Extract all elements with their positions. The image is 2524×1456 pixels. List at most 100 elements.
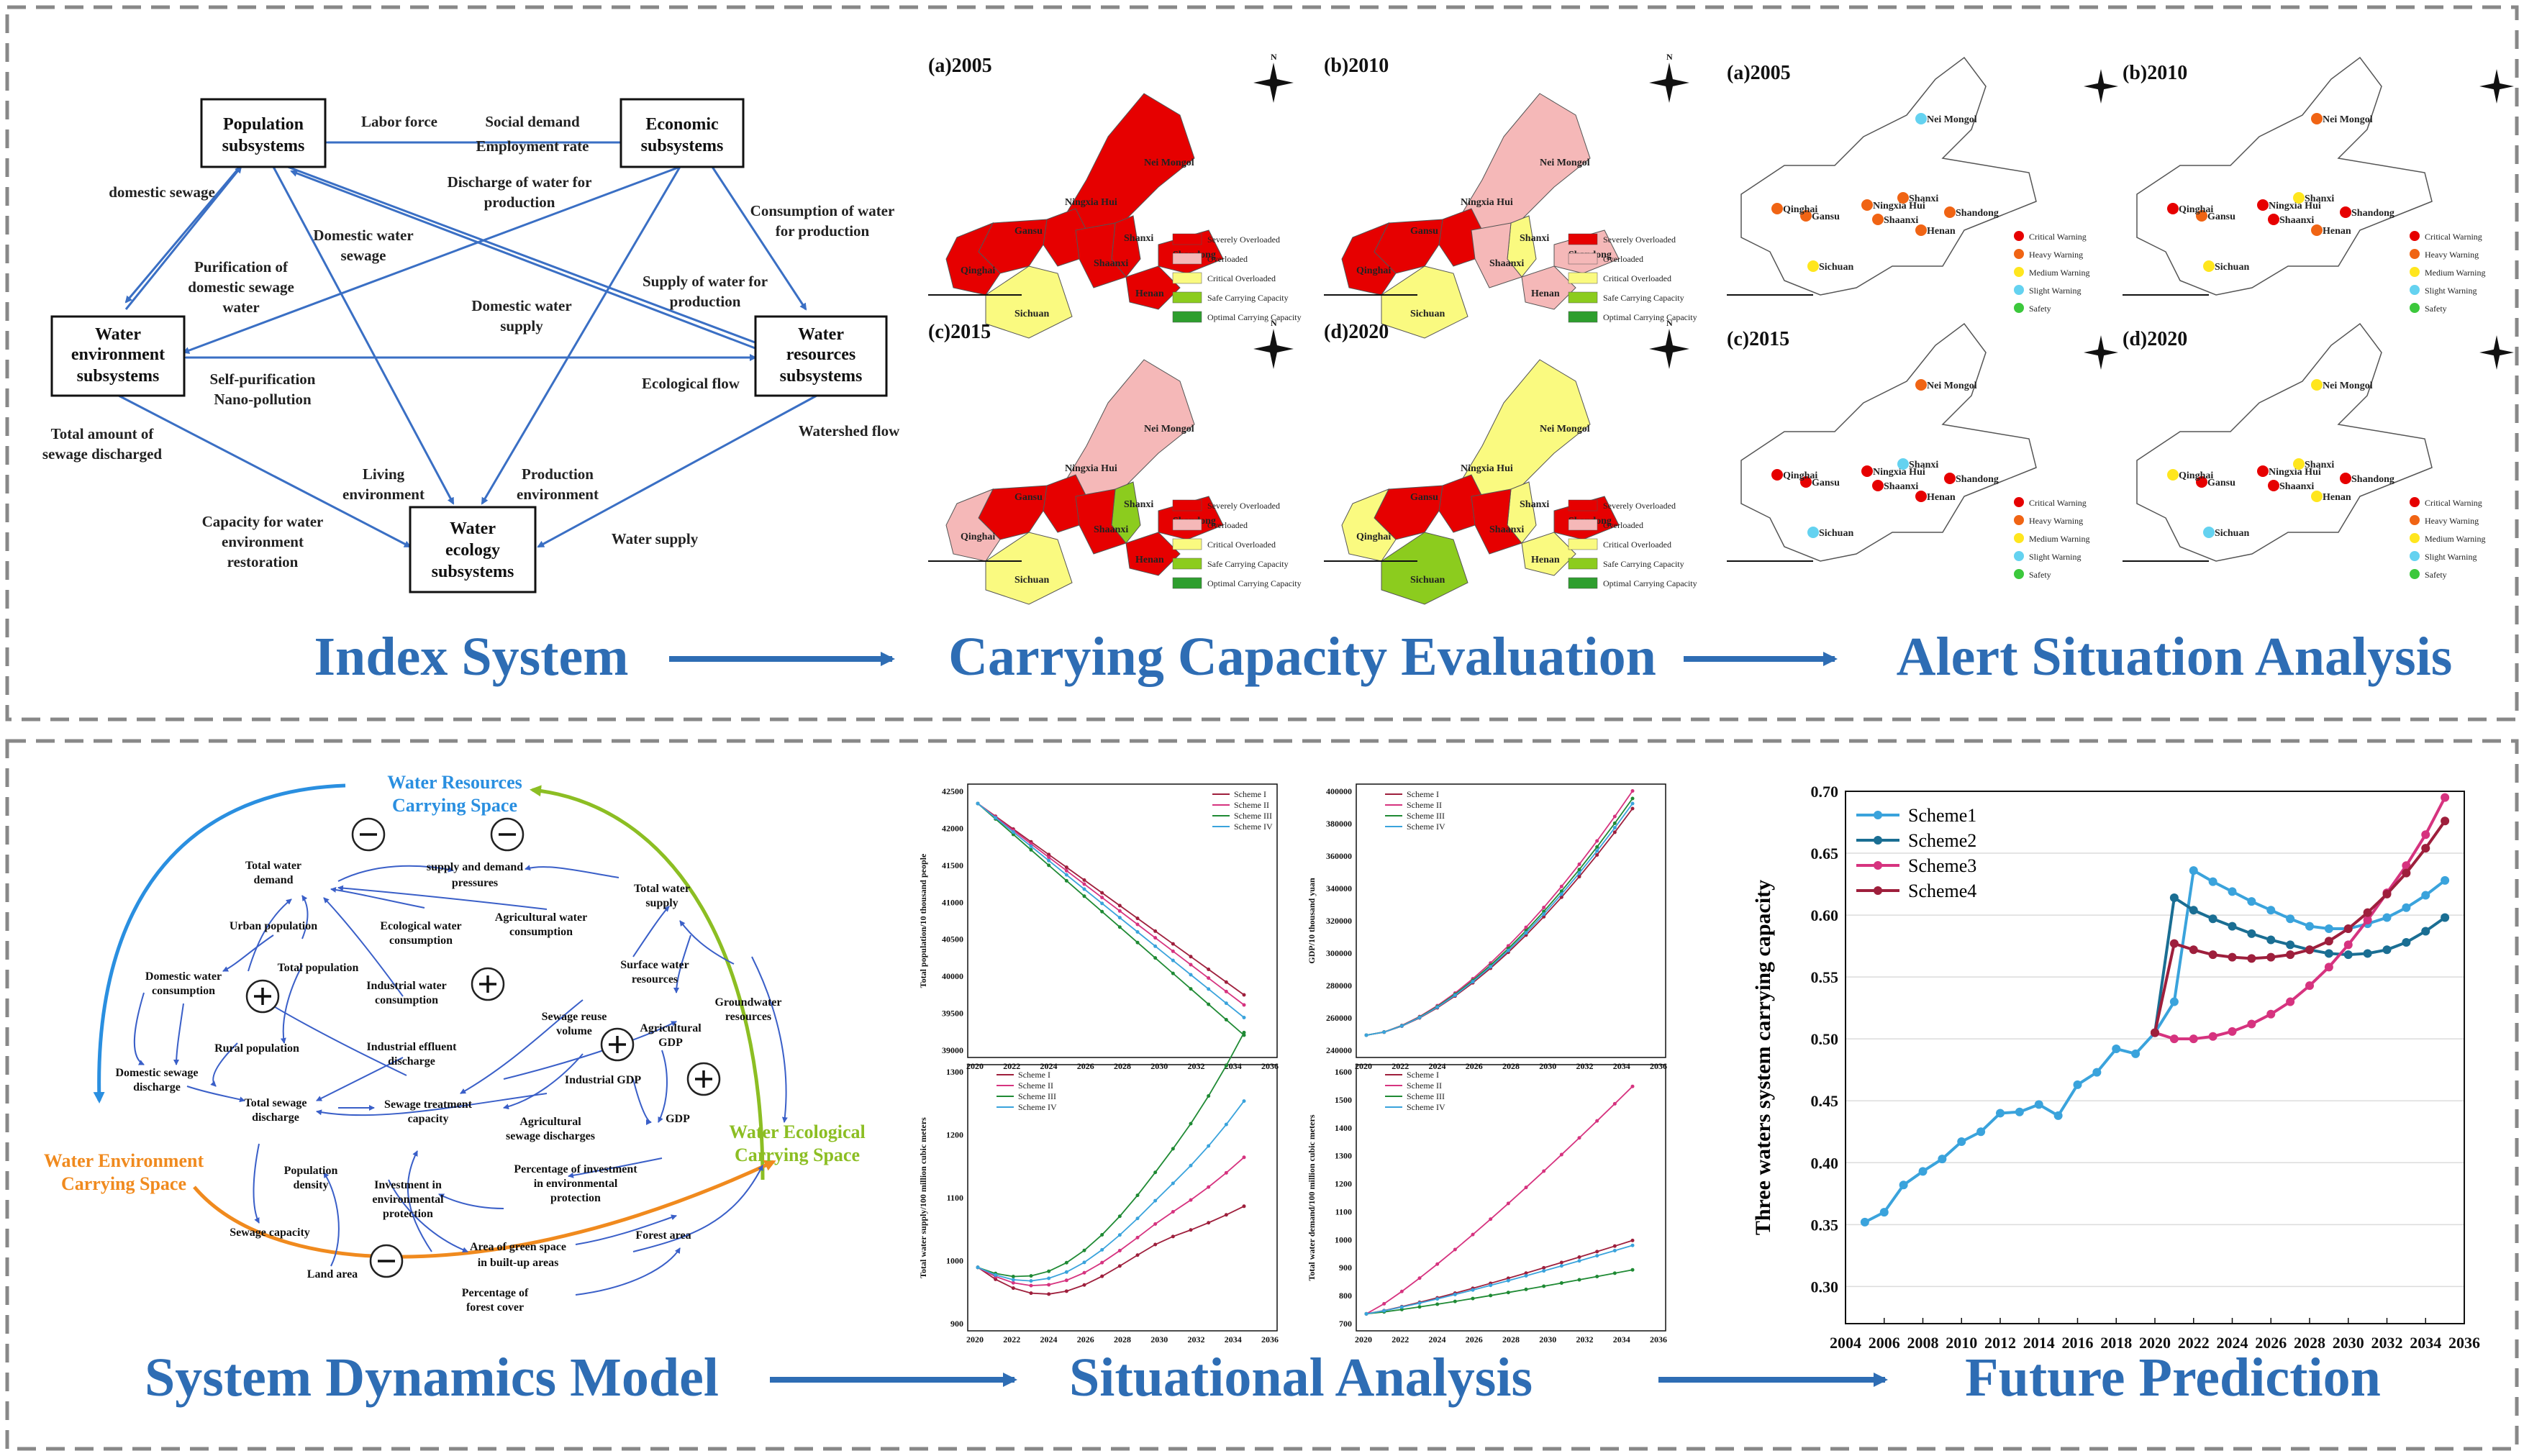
- map-legend: Critical Warning Heavy Warning Medium Warn…: [2410, 231, 2485, 314]
- water-env-box-line2: environment: [71, 345, 165, 364]
- scheme-point: [1612, 1244, 1617, 1248]
- map-place-label: Shandong: [2351, 208, 2394, 219]
- situational-analysis-charts: 42500 42000 41500 41000 40500 40000 39500 39000…: [918, 783, 1667, 1344]
- x-tick-label: 2030: [1150, 1334, 1168, 1344]
- ecological-space-arc: [530, 785, 765, 1180]
- y-tick-label: 0.65: [1811, 845, 1839, 863]
- x-tick-label: 2014: [2023, 1334, 2055, 1352]
- system-dynamics-diagram: Water Resources Carrying Space Water Env…: [44, 772, 866, 1314]
- scheme-point: [1100, 1260, 1104, 1265]
- y-tick-label: 40000: [942, 971, 963, 981]
- sd-link: [632, 906, 670, 957]
- y-tick-label: 42000: [942, 823, 963, 833]
- x-tick-label: 2020: [1355, 1334, 1372, 1344]
- map-title: (c)2015: [928, 321, 991, 343]
- node-total-water-demand-2: demand: [253, 874, 293, 886]
- map-region: [985, 532, 1073, 605]
- warning-dot: [2196, 210, 2207, 222]
- series-point: [2382, 945, 2392, 955]
- warning-dot: [1915, 491, 1927, 502]
- scheme-series-line: [977, 803, 1245, 1019]
- map-region: [945, 222, 1001, 296]
- water-res-box-line3: subsystems: [780, 367, 863, 386]
- sd-link: [133, 992, 145, 1065]
- legend-label: Scheme II: [1234, 800, 1269, 810]
- legend-label: Scheme4: [1908, 881, 1976, 901]
- map-place-label: Shanxi: [1909, 194, 1938, 204]
- legend-label: Severely Overloaded: [1207, 235, 1280, 245]
- north-arrow-icon: N: [1649, 318, 1689, 369]
- scheme-point: [1224, 1213, 1228, 1217]
- warning-dot: [2196, 476, 2207, 488]
- series-point: [1996, 1109, 2005, 1118]
- scheme-point: [1047, 858, 1051, 863]
- map-place-label: Ningxia Hui: [1461, 197, 1513, 208]
- legend-dot: [2410, 285, 2420, 295]
- label-domestic-water-sewage-2: sewage: [341, 247, 386, 264]
- legend-label: Safety: [2029, 304, 2051, 314]
- water-res-box-line1: Water: [798, 325, 844, 344]
- sd-link: [186, 1086, 245, 1103]
- y-tick-label: 900: [1339, 1262, 1352, 1273]
- scheme-point: [1630, 1084, 1635, 1088]
- series-point: [2189, 906, 2198, 915]
- sd-link: [632, 1078, 652, 1125]
- warning-dot: [2293, 192, 2305, 204]
- x-tick-label: 2036: [1650, 1061, 1667, 1071]
- y-tick-label: 1200: [1335, 1179, 1352, 1189]
- scheme-point: [1189, 1228, 1193, 1232]
- legend-dot: [2410, 569, 2420, 579]
- scheme-point: [1612, 1101, 1617, 1106]
- scheme-point: [1064, 878, 1068, 883]
- series-point: [2247, 929, 2256, 938]
- map-outline: [1740, 322, 2037, 562]
- series-point: [2343, 950, 2353, 960]
- warning-dot: [1800, 210, 1812, 222]
- warning-dot: [2311, 491, 2323, 502]
- scheme-point: [1224, 1018, 1228, 1022]
- scheme-point: [1117, 1233, 1122, 1237]
- map-place-label: Nei Mongol: [2323, 381, 2373, 391]
- north-arrow-icon: N: [1253, 52, 1294, 103]
- x-tick-label: 2026: [2255, 1334, 2287, 1352]
- series-point: [2305, 945, 2314, 955]
- map-place-label: Qinghai: [961, 532, 995, 542]
- scheme-point: [1612, 814, 1617, 819]
- legend-label: Safety: [2029, 570, 2051, 580]
- map-outline: [2136, 322, 2433, 562]
- scheme-point: [1207, 1221, 1211, 1225]
- warning-dot: [2268, 480, 2279, 491]
- scheme-series-line: [1366, 808, 1633, 1036]
- map-place-label: Nei Mongol: [1540, 424, 1590, 434]
- scheme-point: [1082, 878, 1086, 882]
- map-place-label: Qinghai: [1356, 532, 1391, 542]
- label-domestic-water-supply-1: Domestic water: [471, 297, 571, 314]
- map-place-label: Sichuan: [2215, 528, 2249, 539]
- scheme-point: [1630, 1268, 1635, 1272]
- sd-link: [751, 956, 788, 1123]
- series-point: [2402, 861, 2411, 870]
- node-agricultural-consumption: Agricultural water: [495, 911, 587, 924]
- legend-label: Scheme II: [1407, 1080, 1442, 1091]
- scheme-point: [1047, 863, 1051, 868]
- map-title: (d)2020: [2123, 328, 2187, 350]
- label-production-env-2: environment: [517, 486, 599, 503]
- scheme-point: [1207, 987, 1211, 991]
- sd-link: [316, 1093, 548, 1116]
- map-place-label: Shaanxi: [2279, 215, 2314, 226]
- legend-label: Heavy Warning: [2425, 250, 2479, 260]
- x-tick-label: 2036: [1261, 1334, 1279, 1344]
- legend-label: Medium Warning: [2425, 534, 2485, 544]
- y-tick-label: 340000: [1326, 883, 1352, 893]
- x-tick-label: 2030: [1539, 1061, 1556, 1071]
- situational-chart: 400000 380000 360000 340000 320000 300000 2800…: [1307, 783, 1667, 1071]
- y-tick-label: 280000: [1326, 980, 1352, 991]
- map-place-label: Sichuan: [1819, 262, 1853, 273]
- legend-label: Medium Warning: [2029, 268, 2089, 278]
- title-carrying-capacity: Carrying Capacity Evaluation: [948, 627, 1656, 687]
- node-groundwater: Groundwater: [714, 996, 781, 1009]
- scheme-point: [1011, 1286, 1015, 1291]
- scheme-point: [1453, 1299, 1457, 1303]
- label-ecological-flow: Ecological flow: [642, 375, 740, 392]
- label-social-demand: Social demand: [485, 113, 580, 130]
